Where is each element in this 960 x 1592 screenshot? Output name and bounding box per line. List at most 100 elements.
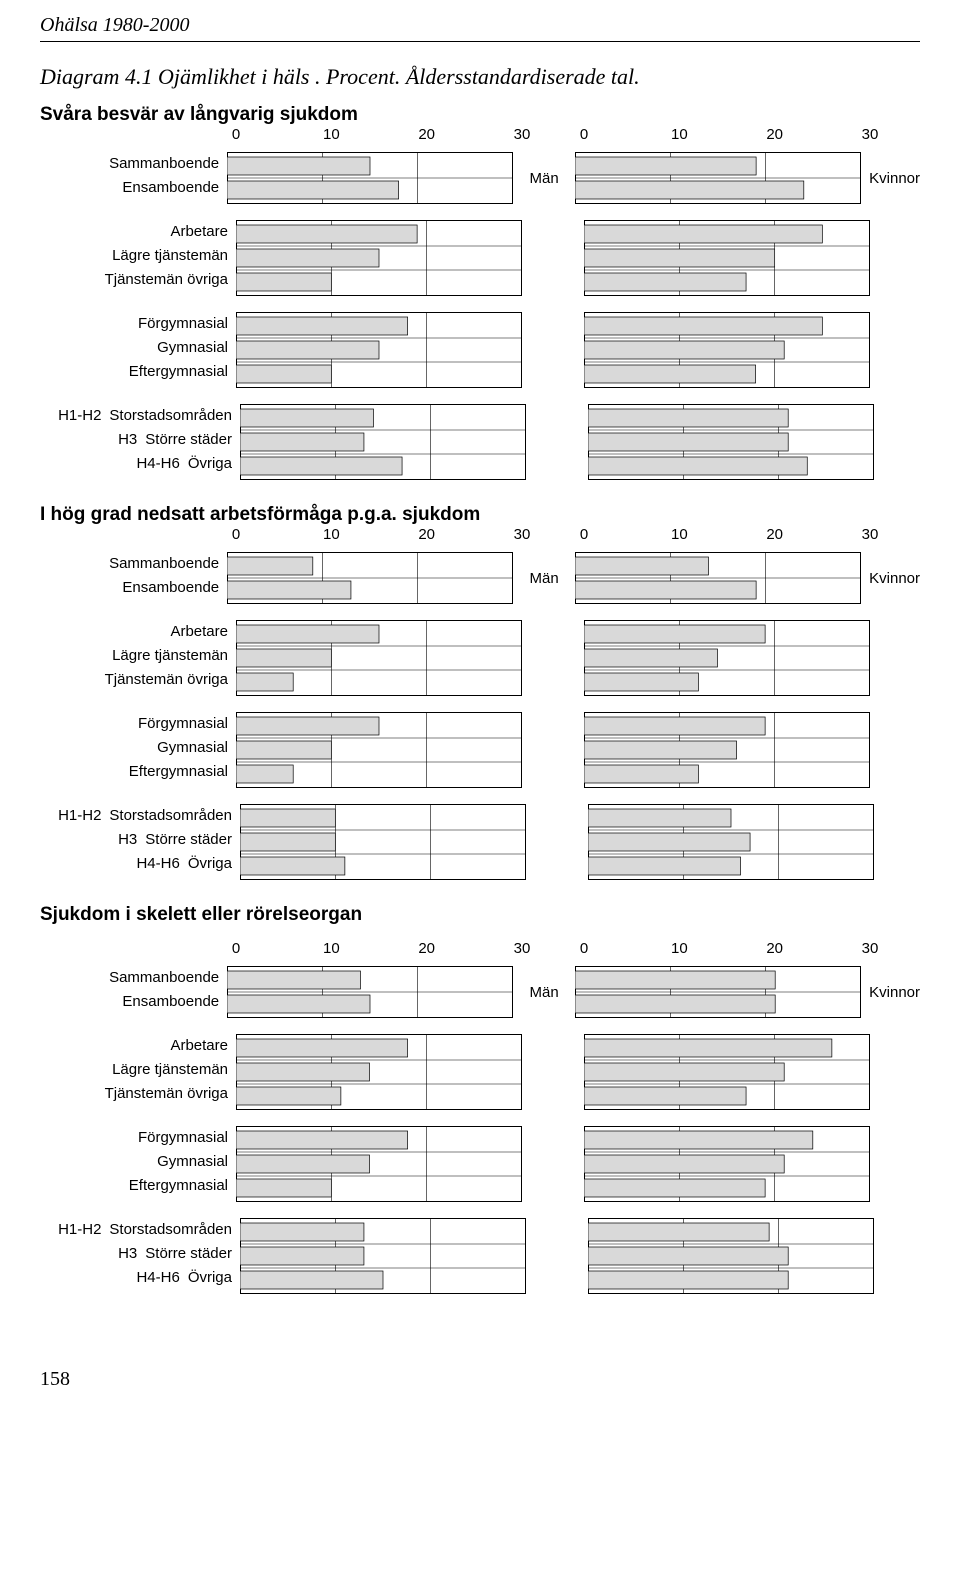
axis-tick: 20 [418,526,435,543]
bar-chart-women [584,712,870,788]
bar-chart-men [240,1218,526,1294]
category-label: Tjänstemän övriga [40,1082,236,1106]
chart-group: H1-H2StorstadsområdenH3Större städerH4-H… [40,404,920,480]
axis-tick: 0 [580,126,588,143]
gender-label-women: Kvinnor [869,570,920,587]
x-axis: 0102030 [584,940,870,962]
bar-chart-women [588,1218,874,1294]
category-label: Förgymnasial [40,712,236,736]
gender-label-men: Män [513,552,575,604]
bar-chart-men [236,220,522,296]
axis-tick: 0 [232,940,240,957]
figure-caption: Diagram 4.1 Ojämlikhet i häls . Procent.… [40,64,920,90]
axis-tick: 30 [862,126,879,143]
gender-label-men: Män [513,152,575,204]
axis-tick: 10 [671,526,688,543]
category-label: Förgymnasial [40,1126,236,1150]
bar-chart-women [584,220,870,296]
charts-container: Svåra besvär av långvarig sjukdom 010203… [40,104,920,1308]
category-label: H1-H2Storstadsområden [40,804,240,828]
bar-chart-women [575,152,861,204]
category-label: H3Större städer [40,828,240,852]
axis-tick: 10 [671,126,688,143]
category-label: Ensamboende [40,576,227,600]
axis-tick: 30 [862,940,879,957]
category-label: Sammanboende [40,152,227,176]
axis-tick: 0 [580,526,588,543]
axis-tick: 0 [232,526,240,543]
section-title: Sjukdom i skelett eller rörelseorgan [40,904,920,926]
category-label: Eftergymnasial [40,1174,236,1198]
category-label: Arbetare [40,620,236,644]
category-label: Arbetare [40,220,236,244]
bar-chart-men [236,1126,522,1202]
chart-group: FörgymnasialGymnasialEftergymnasial [40,712,920,788]
bar-chart-men [240,804,526,880]
chart-group: SammanboendeEnsamboende Män Kvinnor [40,152,920,204]
category-label: Ensamboende [40,176,227,200]
axis-tick: 20 [766,126,783,143]
category-label: Tjänstemän övriga [40,668,236,692]
bar-chart-women [575,552,861,604]
axis-tick: 30 [514,126,531,143]
category-label: Sammanboende [40,966,227,990]
category-label: H4-H6Övriga [40,452,240,476]
bar-chart-women [575,966,861,1018]
bar-chart-men [236,620,522,696]
bar-chart-women [588,404,874,480]
gender-label-men: Män [513,966,575,1018]
axis-tick: 30 [514,940,531,957]
chart-group: SammanboendeEnsamboende Män Kvinnor [40,966,920,1018]
category-label: H3Större städer [40,428,240,452]
bar-chart-women [584,620,870,696]
category-label: Eftergymnasial [40,760,236,784]
bar-chart-men [227,152,513,204]
bar-chart-women [588,804,874,880]
bar-chart-men [236,312,522,388]
category-label: Arbetare [40,1034,236,1058]
bar-chart-men [236,1034,522,1110]
category-label: Tjänstemän övriga [40,268,236,292]
axis-tick: 20 [418,126,435,143]
chart-group: FörgymnasialGymnasialEftergymnasial [40,1126,920,1202]
page-number: 158 [40,1368,920,1391]
bar-chart-men [236,712,522,788]
x-axis: 0102030 [584,526,870,548]
axis-row: 0102030 0102030 [40,526,920,548]
axis-tick: 0 [580,940,588,957]
category-label: H4-H6Övriga [40,852,240,876]
bar-chart-women [584,1034,870,1110]
x-axis: 0102030 [584,126,870,148]
category-label: Gymnasial [40,736,236,760]
section-title: I hög grad nedsatt arbetsförmåga p.g.a. … [40,504,920,526]
x-axis: 0102030 [236,126,522,148]
category-label: H1-H2Storstadsområden [40,404,240,428]
bar-chart-women [584,312,870,388]
chart-group: ArbetareLägre tjänstemänTjänstemän övrig… [40,620,920,696]
category-label: H1-H2Storstadsområden [40,1218,240,1242]
category-label: H4-H6Övriga [40,1266,240,1290]
category-label: Lägre tjänstemän [40,1058,236,1082]
chart-group: ArbetareLägre tjänstemänTjänstemän övrig… [40,220,920,296]
category-label: Förgymnasial [40,312,236,336]
axis-row: 0102030 0102030 [40,126,920,148]
x-axis: 0102030 [236,526,522,548]
x-axis: 0102030 [236,940,522,962]
section-title: Svåra besvär av långvarig sjukdom [40,104,920,126]
axis-tick: 30 [862,526,879,543]
chart-group: ArbetareLägre tjänstemänTjänstemän övrig… [40,1034,920,1110]
category-label: Gymnasial [40,1150,236,1174]
category-label: H3Större städer [40,1242,240,1266]
bar-chart-women [584,1126,870,1202]
axis-tick: 20 [418,940,435,957]
header-rule [40,41,920,42]
axis-tick: 30 [514,526,531,543]
axis-row: 0102030 0102030 [40,940,920,962]
chart-group: SammanboendeEnsamboende Män Kvinnor [40,552,920,604]
axis-tick: 10 [323,126,340,143]
axis-tick: 10 [671,940,688,957]
category-label: Sammanboende [40,552,227,576]
gender-label-women: Kvinnor [869,984,920,1001]
axis-tick: 10 [323,940,340,957]
running-header: Ohälsa 1980-2000 [40,14,920,37]
